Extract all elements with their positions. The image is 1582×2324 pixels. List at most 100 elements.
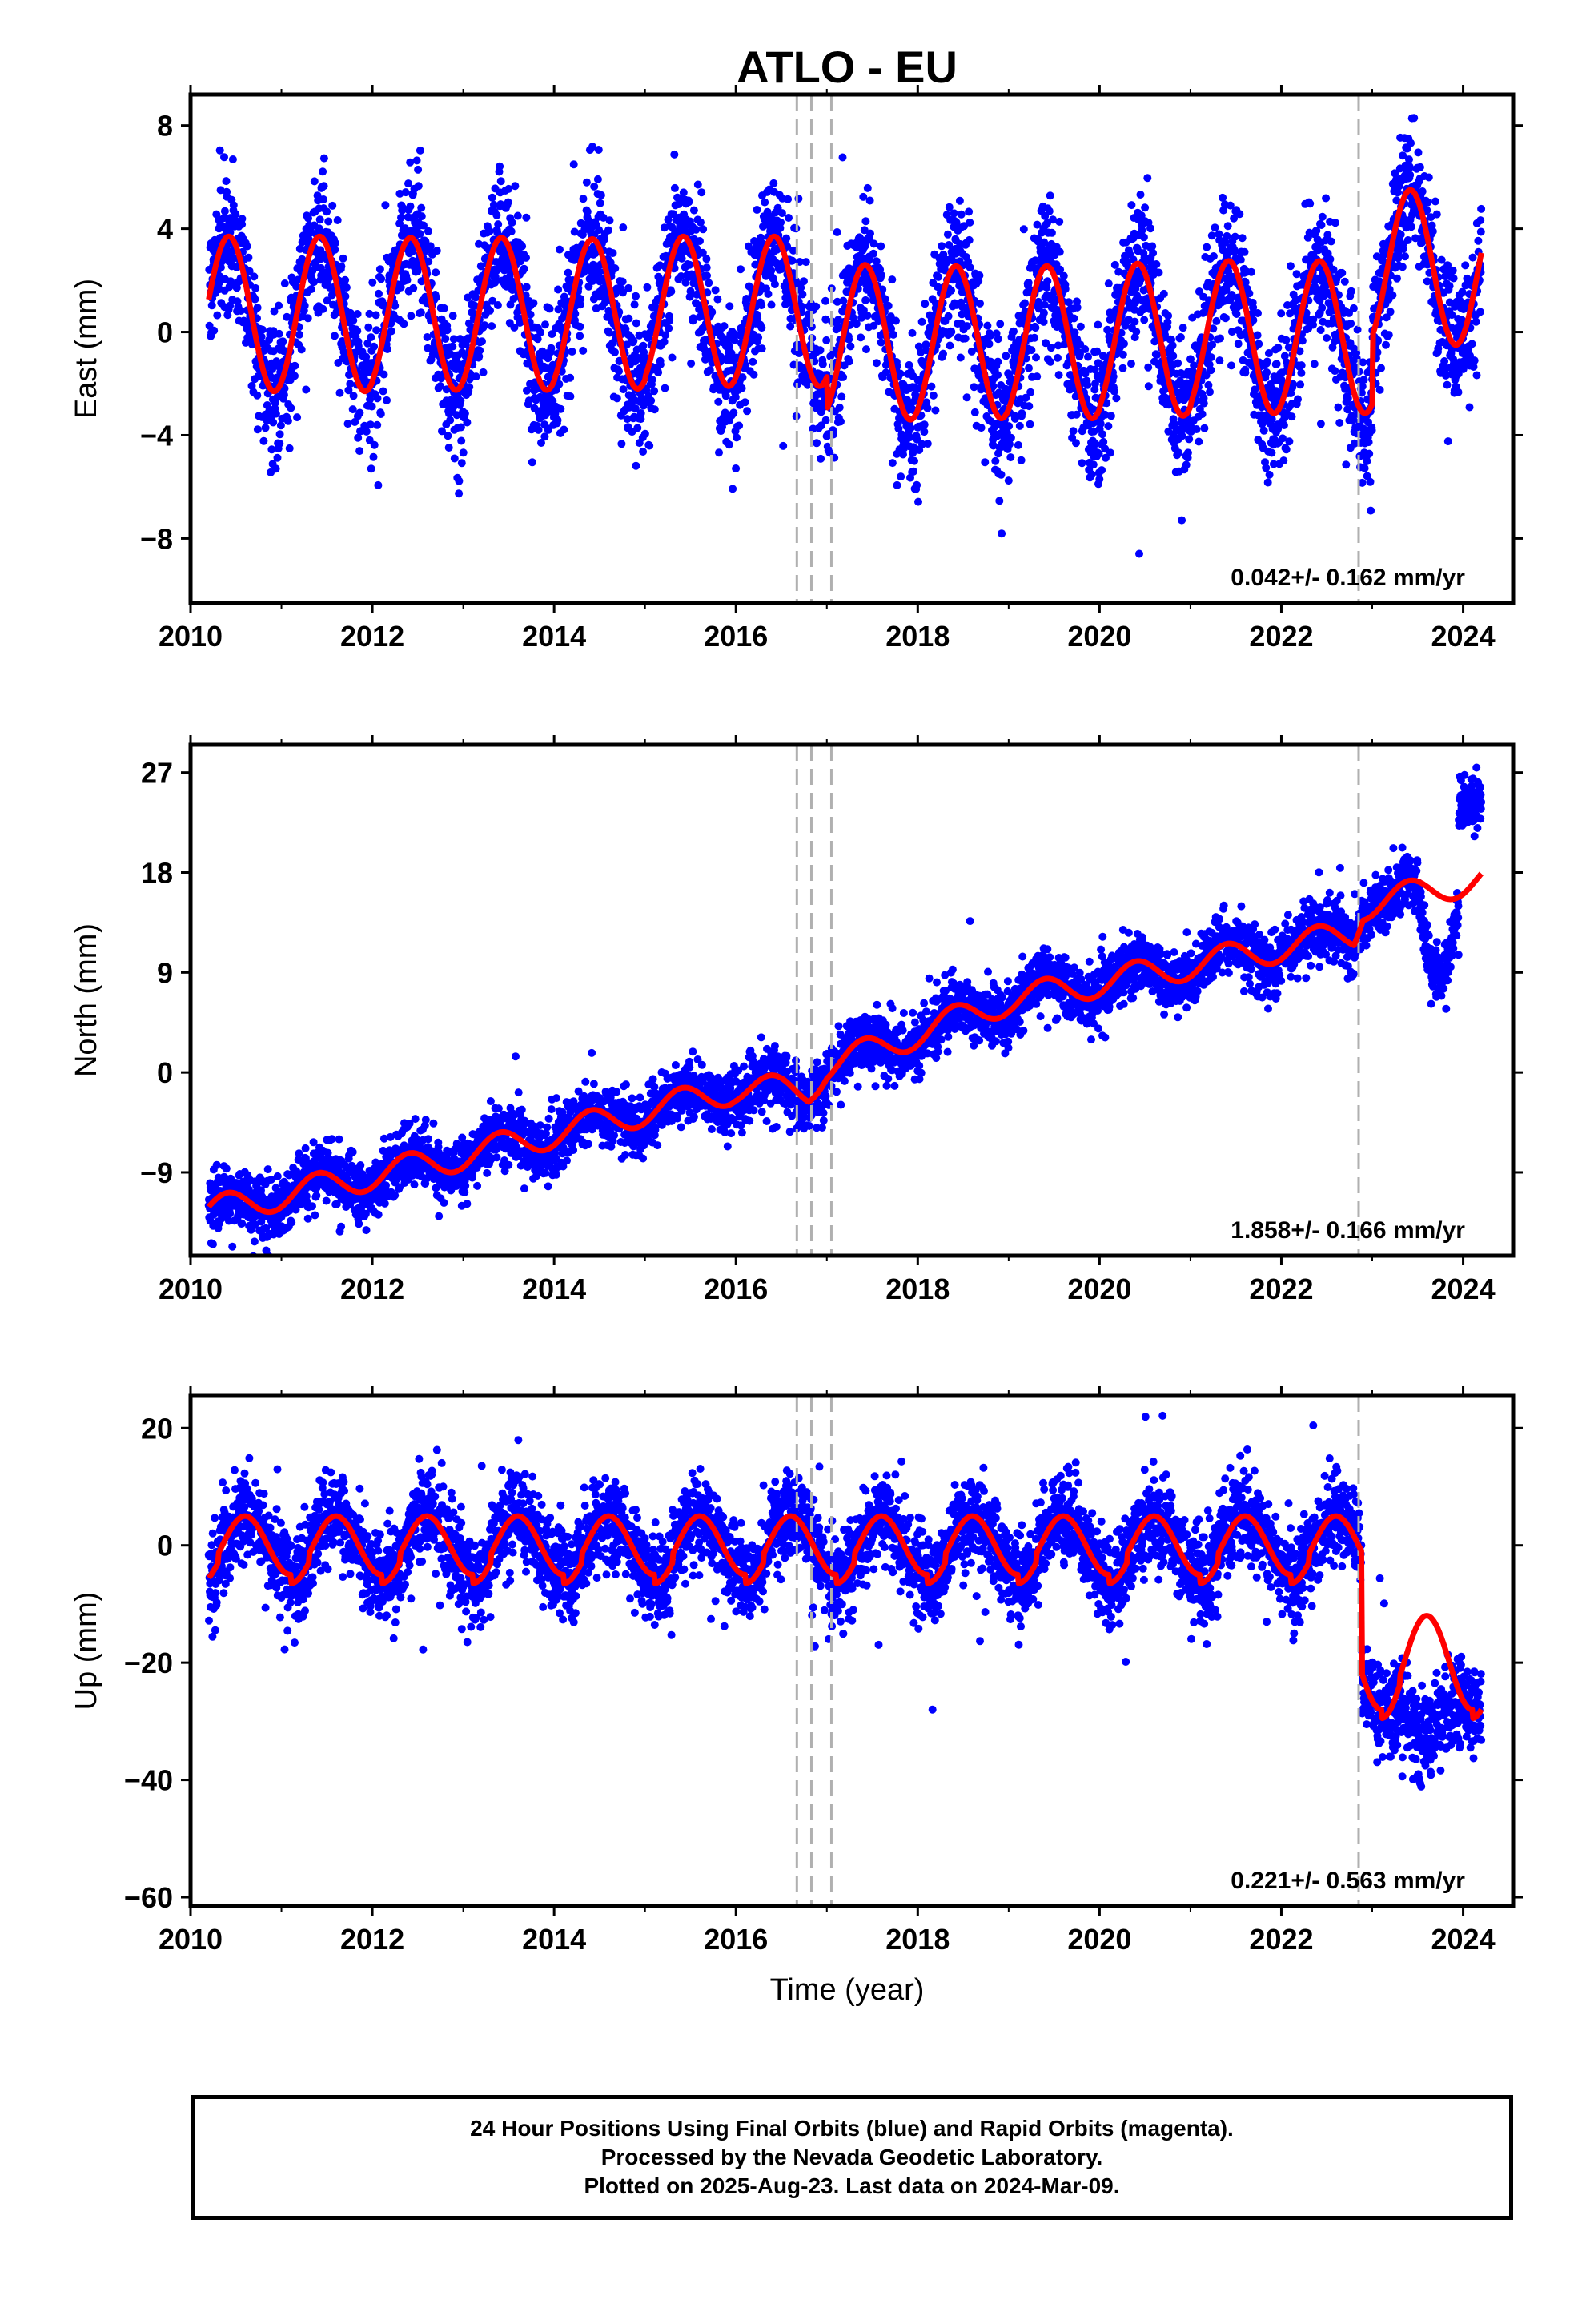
data-point [280, 279, 289, 287]
data-point [862, 345, 870, 354]
data-point [965, 235, 974, 244]
data-point [465, 383, 474, 392]
data-point [713, 295, 722, 304]
x-tick-label: 2018 [885, 620, 950, 653]
data-point [1104, 422, 1113, 431]
data-point [1033, 372, 1042, 381]
data-point [243, 242, 251, 251]
data-point [253, 425, 262, 434]
data-point [365, 309, 374, 318]
data-point [981, 458, 990, 467]
data-point [1474, 236, 1483, 245]
data-point [1120, 340, 1128, 348]
data-point [670, 150, 679, 159]
data-point [1010, 327, 1018, 336]
data-point [1318, 304, 1327, 312]
data-point [590, 182, 599, 191]
data-point [1262, 464, 1271, 472]
data-point [407, 312, 416, 320]
data-point [920, 428, 929, 436]
data-point [475, 352, 484, 360]
data-point [1279, 421, 1288, 429]
data-point [798, 290, 807, 299]
data-point [370, 440, 379, 449]
data-point [703, 271, 711, 280]
data-point [1127, 360, 1135, 368]
data-point [921, 300, 930, 308]
data-point [303, 314, 312, 323]
data-point [1178, 432, 1186, 440]
data-point [548, 330, 556, 339]
data-point [733, 433, 741, 442]
data-point [767, 300, 776, 309]
data-point [1047, 228, 1056, 237]
data-point [1401, 252, 1409, 261]
data-point [835, 403, 844, 412]
data-point [213, 311, 222, 320]
data-point [343, 420, 352, 428]
data-point [782, 234, 791, 243]
data-point [367, 464, 375, 473]
data-point [985, 340, 994, 348]
data-point [346, 380, 355, 388]
data-point [295, 330, 303, 339]
data-point [884, 301, 893, 310]
data-point [705, 366, 714, 375]
data-point [1396, 230, 1405, 239]
data-point [957, 210, 966, 219]
data-point [1072, 439, 1080, 448]
data-point [1405, 163, 1414, 172]
data-point [839, 296, 848, 305]
data-point [669, 210, 677, 219]
data-point [1431, 197, 1439, 206]
data-point [741, 398, 749, 407]
data-point [737, 384, 746, 392]
data-point [660, 337, 669, 346]
data-point [1364, 438, 1373, 447]
data-point [537, 439, 545, 447]
data-point [1199, 399, 1208, 408]
data-point [1279, 456, 1288, 465]
data-point [417, 203, 426, 212]
data-point [1006, 433, 1015, 442]
rate-label: 0.042+/- 0.162 mm/yr [1231, 565, 1465, 591]
data-point [813, 439, 821, 448]
data-point [1178, 324, 1187, 332]
data-point [391, 301, 400, 310]
data-point [570, 227, 579, 236]
data-point [1234, 340, 1243, 348]
data-point [331, 239, 339, 247]
data-point [544, 354, 552, 363]
data-point [1152, 260, 1161, 268]
data-point [1310, 360, 1319, 368]
data-point [753, 314, 762, 323]
data-point [506, 300, 515, 309]
data-point [579, 195, 588, 203]
data-point [633, 424, 642, 432]
data-point [725, 440, 733, 449]
data-point [479, 368, 488, 376]
data-point [1198, 410, 1207, 419]
data-point [786, 322, 795, 331]
data-point [493, 301, 502, 309]
data-point [1235, 210, 1244, 219]
data-point [1282, 336, 1291, 344]
data-point [1178, 516, 1186, 525]
data-point [1323, 334, 1331, 342]
data-point [569, 160, 578, 169]
data-point [714, 397, 723, 406]
data-point [529, 299, 538, 308]
data-point [1476, 216, 1485, 225]
data-point [1019, 225, 1028, 234]
data-point [1040, 300, 1049, 309]
y-tick-label: 8 [157, 110, 173, 143]
data-point [456, 396, 465, 405]
data-point [408, 247, 416, 256]
data-point [753, 206, 761, 214]
data-point [354, 433, 363, 442]
data-point [555, 380, 564, 388]
data-point [1292, 270, 1301, 279]
data-point [511, 182, 520, 191]
data-point [379, 387, 387, 396]
data-point [977, 424, 986, 432]
